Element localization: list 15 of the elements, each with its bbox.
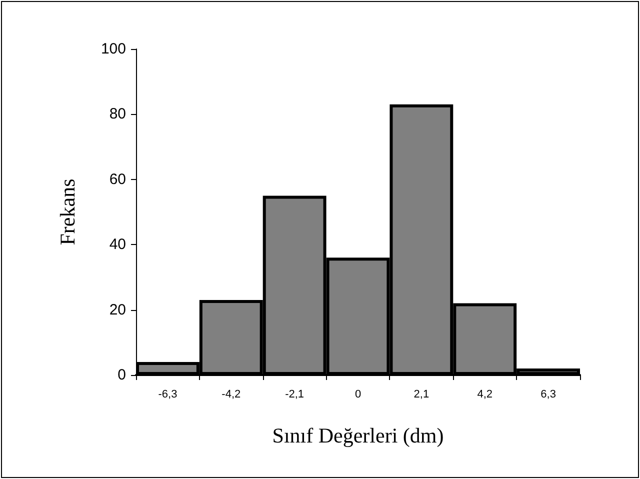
x-tick-label: -6,3 [158,388,178,400]
y-tick-label: 80 [109,106,126,123]
y-tick-label: 20 [109,301,126,318]
x-tick-label: -4,2 [222,388,241,400]
x-tick-label: -2,1 [285,388,304,400]
x-tick-label: 4,2 [477,388,493,400]
y-tick-label: 60 [109,170,126,188]
y-tick-label: 0 [118,366,126,384]
y-axis-title: Frekans [56,178,80,246]
x-tick-label: 6,3 [540,388,556,400]
y-tick-label: 40 [109,236,126,254]
y-tick-label: 100 [100,40,126,58]
x-tick-label: 0 [354,388,362,400]
x-tick-label: 2,1 [414,388,430,400]
x-axis-title: Sınıf Değerleri (dm) [272,424,444,448]
